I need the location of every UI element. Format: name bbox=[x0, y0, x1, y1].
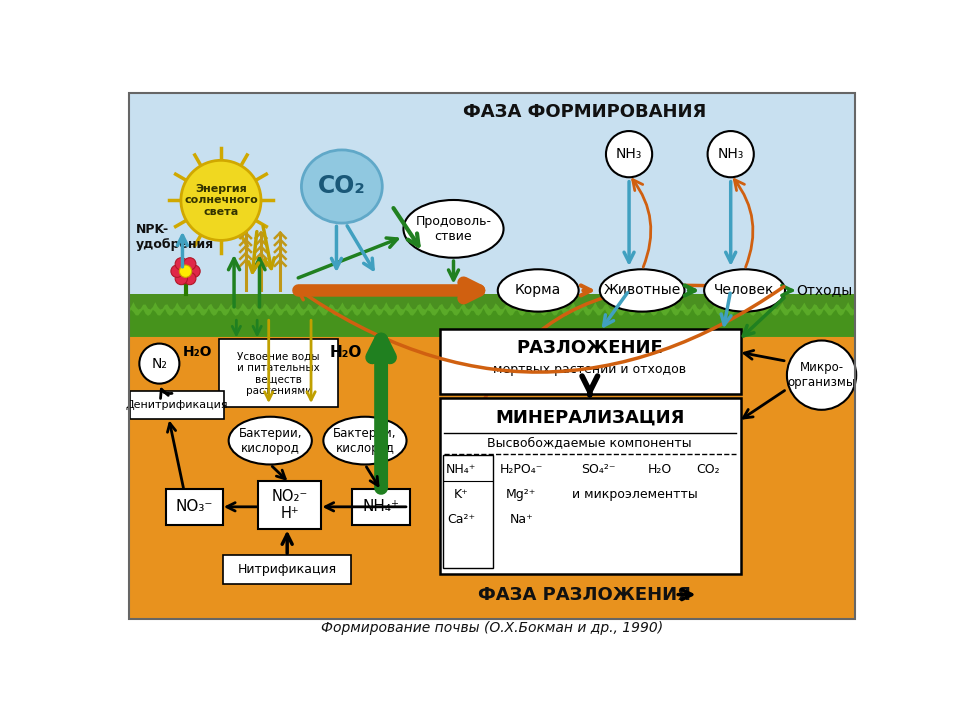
Text: Na⁺: Na⁺ bbox=[510, 513, 533, 526]
Text: МИНЕРАЛИЗАЦИЯ: МИНЕРАЛИЗАЦИЯ bbox=[495, 408, 684, 426]
Polygon shape bbox=[129, 302, 855, 337]
Circle shape bbox=[175, 258, 187, 270]
Text: NH₃: NH₃ bbox=[717, 147, 744, 161]
Text: NO₂⁻
H⁺: NO₂⁻ H⁺ bbox=[272, 489, 307, 521]
Text: H₂O: H₂O bbox=[648, 464, 672, 477]
Ellipse shape bbox=[301, 150, 382, 223]
Text: Энергия
солнечного
света: Энергия солнечного света bbox=[184, 184, 258, 217]
FancyBboxPatch shape bbox=[352, 489, 410, 525]
Ellipse shape bbox=[704, 269, 785, 312]
FancyArrowPatch shape bbox=[734, 179, 753, 267]
Text: Mg²⁺: Mg²⁺ bbox=[506, 488, 537, 501]
Text: NH₃: NH₃ bbox=[616, 147, 642, 161]
Text: Ca²⁺: Ca²⁺ bbox=[447, 513, 475, 526]
FancyArrowPatch shape bbox=[633, 179, 651, 267]
Bar bbox=[129, 318, 855, 619]
Text: H₂O: H₂O bbox=[183, 345, 212, 359]
Circle shape bbox=[183, 272, 196, 284]
Circle shape bbox=[171, 265, 183, 277]
Circle shape bbox=[180, 161, 261, 240]
Text: K⁺: K⁺ bbox=[454, 488, 468, 501]
Polygon shape bbox=[129, 308, 855, 337]
Circle shape bbox=[188, 265, 201, 277]
Text: NH₄⁺: NH₄⁺ bbox=[363, 499, 399, 514]
Circle shape bbox=[787, 341, 856, 410]
Circle shape bbox=[139, 343, 180, 384]
Text: Животные: Животные bbox=[604, 284, 681, 297]
Ellipse shape bbox=[403, 200, 504, 258]
Circle shape bbox=[708, 131, 754, 177]
Ellipse shape bbox=[498, 269, 579, 312]
Text: Высвобождаемые компоненты: Высвобождаемые компоненты bbox=[488, 436, 692, 449]
Text: Корма: Корма bbox=[516, 284, 562, 297]
FancyBboxPatch shape bbox=[131, 391, 224, 419]
Text: SO₄²⁻: SO₄²⁻ bbox=[581, 464, 615, 477]
FancyArrowPatch shape bbox=[298, 287, 784, 372]
FancyArrowPatch shape bbox=[160, 389, 172, 398]
Text: H₂PO₄⁻: H₂PO₄⁻ bbox=[499, 464, 543, 477]
Text: CO₂: CO₂ bbox=[696, 464, 719, 477]
Text: Человек: Человек bbox=[714, 284, 775, 297]
Text: NH₄⁺: NH₄⁺ bbox=[446, 464, 476, 477]
FancyBboxPatch shape bbox=[224, 554, 351, 584]
Text: Отходы: Отходы bbox=[796, 284, 852, 297]
FancyBboxPatch shape bbox=[220, 339, 338, 408]
Text: H₂O: H₂O bbox=[329, 345, 362, 359]
Text: Нитрификация: Нитрификация bbox=[238, 563, 337, 576]
FancyBboxPatch shape bbox=[440, 398, 741, 574]
Text: и микроэлементты: и микроэлементты bbox=[571, 488, 697, 501]
Text: мертвых растений и отходов: мертвых растений и отходов bbox=[493, 364, 686, 377]
Circle shape bbox=[175, 272, 187, 284]
Text: ФАЗА РАЗЛОЖЕНИЯ: ФАЗА РАЗЛОЖЕНИЯ bbox=[478, 585, 691, 603]
Ellipse shape bbox=[324, 417, 406, 464]
Text: NPK-
удобрения: NPK- удобрения bbox=[136, 222, 214, 251]
Ellipse shape bbox=[228, 417, 312, 464]
Text: Денитрификация: Денитрификация bbox=[126, 400, 228, 410]
Ellipse shape bbox=[600, 269, 684, 312]
Bar bbox=[129, 93, 855, 318]
FancyBboxPatch shape bbox=[440, 329, 741, 394]
Text: Формирование почвы (О.Х.Бокман и др., 1990): Формирование почвы (О.Х.Бокман и др., 19… bbox=[321, 621, 663, 636]
Text: Бактерии,
кислород: Бактерии, кислород bbox=[333, 426, 396, 454]
Text: Бактерии,
кислород: Бактерии, кислород bbox=[238, 426, 302, 454]
Circle shape bbox=[606, 131, 652, 177]
Text: NO₃⁻: NO₃⁻ bbox=[176, 499, 213, 514]
Text: CO₂: CO₂ bbox=[318, 174, 366, 199]
Text: Продоволь-
ствие: Продоволь- ствие bbox=[416, 215, 492, 243]
Circle shape bbox=[183, 258, 196, 270]
Text: Усвоение воды
и питательных
веществ
растениями: Усвоение воды и питательных веществ раст… bbox=[237, 351, 320, 396]
Text: N₂: N₂ bbox=[152, 356, 167, 371]
FancyBboxPatch shape bbox=[444, 455, 492, 568]
Text: РАЗЛОЖЕНИЕ: РАЗЛОЖЕНИЕ bbox=[516, 339, 663, 357]
FancyBboxPatch shape bbox=[165, 489, 223, 525]
Text: Микро-
организмы: Микро- организмы bbox=[787, 361, 855, 389]
Text: ФАЗА ФОРМИРОВАНИЯ: ФАЗА ФОРМИРОВАНИЯ bbox=[463, 104, 706, 122]
FancyArrowPatch shape bbox=[441, 285, 783, 540]
Bar bbox=[129, 294, 855, 337]
FancyBboxPatch shape bbox=[258, 482, 321, 529]
Circle shape bbox=[180, 265, 192, 277]
